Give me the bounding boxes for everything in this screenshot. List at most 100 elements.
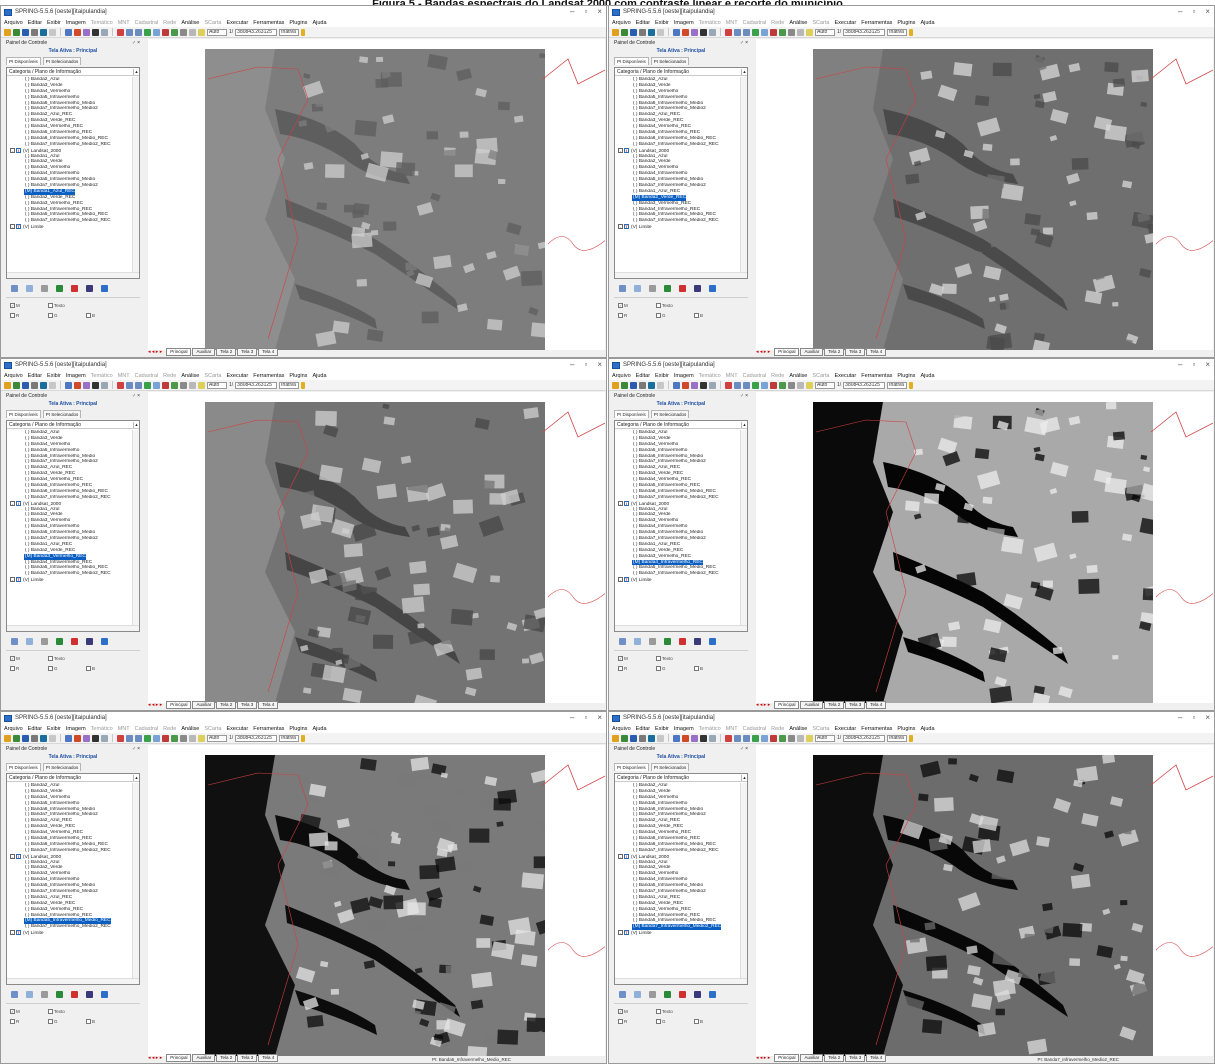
checkbox-m-box[interactable]: ✓ [10,1009,15,1014]
menu-item[interactable]: Análise [181,20,199,26]
checkbox-b[interactable]: B [694,666,703,671]
menu-item[interactable]: SCarta [812,726,829,732]
checkbox-texto[interactable]: Texto [48,303,65,308]
menu-item[interactable]: Executar [834,20,856,26]
panel-close-icon[interactable]: ♂ × [132,40,140,46]
tab-screen[interactable]: Principal [774,1054,799,1062]
checkbox-b-box[interactable] [86,313,91,318]
project-icon[interactable] [22,29,29,36]
collapse-icon[interactable]: - [618,224,623,229]
menu-item[interactable]: Cadastral [135,373,159,379]
chevron-up-icon[interactable]: ▲ [133,775,139,781]
checkbox-g-box[interactable] [656,1019,661,1024]
menu-item[interactable]: Exibir [47,373,61,379]
menu-item[interactable]: Arquivo [4,726,23,732]
close-icon[interactable]: × [597,360,602,369]
menu-item[interactable]: Plugins [897,373,915,379]
display-icon[interactable] [673,382,680,389]
measure-icon[interactable] [180,735,187,742]
link-icon[interactable] [806,29,813,36]
checkbox-g[interactable]: G [656,1019,666,1024]
minimize-icon[interactable]: – [570,713,574,722]
menu-item[interactable]: Plugins [897,20,915,26]
checkbox-texto[interactable]: Texto [656,1009,673,1014]
properties-icon[interactable] [649,991,656,998]
draw-icon[interactable] [40,382,47,389]
scale-input[interactable]: 380843.263125 [235,735,277,742]
category-limite[interactable]: - T (V) Limite [7,577,132,583]
search-icon[interactable] [634,285,641,292]
checkbox-r[interactable]: R [10,1019,19,1024]
collapse-icon[interactable]: - [618,577,623,582]
checkbox-m[interactable]: ✓ M [618,1009,628,1014]
measure-icon[interactable] [180,29,187,36]
close-icon[interactable]: × [597,7,602,16]
checkbox-b[interactable]: B [86,666,95,671]
tab-screen[interactable]: Tela 3 [845,348,865,356]
zoom-window-icon[interactable] [709,735,716,742]
move-icon[interactable] [761,382,768,389]
minimize-icon[interactable]: – [570,7,574,16]
menu-item[interactable]: Cadastral [743,373,767,379]
tab-screen[interactable]: Auxiliar [192,701,215,709]
edit-icon[interactable] [117,29,124,36]
zoom-window-icon[interactable] [709,382,716,389]
monitor-icon[interactable] [86,285,93,292]
map-canvas[interactable] [148,39,605,350]
chart-icon[interactable] [56,285,63,292]
maximize-icon[interactable]: ▫ [1192,7,1195,16]
tab-nav-arrows[interactable]: ◂ ◂ ▸ ▸ [148,1055,162,1061]
category-limite[interactable]: - T (V) Limite [615,577,740,583]
edit-icon[interactable] [725,735,732,742]
chevron-up-icon[interactable]: ▲ [133,422,139,428]
help-icon[interactable] [909,29,913,36]
window-icon[interactable] [657,382,664,389]
open-icon[interactable] [4,29,11,36]
menu-item[interactable]: Editar [636,20,650,26]
display-icon[interactable] [65,29,72,36]
menu-item[interactable]: Imagem [66,373,86,379]
menu-item[interactable]: Exibir [655,20,669,26]
move-icon[interactable] [153,735,160,742]
layer-icon[interactable] [779,382,786,389]
table-icon[interactable] [189,382,196,389]
checkbox-g-box[interactable] [48,1019,53,1024]
state-select[interactable]: Inativa [887,29,907,36]
tab-pi-disponiveis[interactable]: PI Disponíveis [614,410,649,418]
menu-item[interactable]: Executar [834,726,856,732]
tab-nav-arrows[interactable]: ◂ ◂ ▸ ▸ [756,349,770,355]
layer-icon[interactable] [779,29,786,36]
chart-icon[interactable] [664,638,671,645]
pan-icon[interactable] [83,29,90,36]
tab-screen[interactable]: Tela 4 [866,348,886,356]
checkbox-m-box[interactable]: ✓ [10,303,15,308]
vertical-scrollbar[interactable] [740,783,747,978]
help-icon[interactable] [909,735,913,742]
tab-pi-disponiveis[interactable]: PI Disponíveis [6,57,41,65]
menu-item[interactable]: Editar [28,373,42,379]
tab-pi-disponiveis[interactable]: PI Disponíveis [6,410,41,418]
menu-item[interactable]: SCarta [812,373,829,379]
menu-item[interactable]: Ferramentas [861,373,892,379]
grid-icon[interactable] [31,382,38,389]
checkbox-m-box[interactable]: ✓ [618,656,623,661]
zoom-out-icon[interactable] [135,29,142,36]
menu-item[interactable]: MNT [118,20,130,26]
horizontal-scrollbar[interactable] [7,978,139,984]
menu-item[interactable]: Ajuda [312,20,326,26]
table-icon[interactable] [797,29,804,36]
measure-icon[interactable] [788,735,795,742]
layer-icon[interactable] [171,29,178,36]
info-icon[interactable] [700,382,707,389]
scale-input[interactable]: 380843.263125 [235,29,277,36]
menu-item[interactable]: Ferramentas [861,20,892,26]
checkbox-texto-box[interactable] [656,656,661,661]
tab-screen[interactable]: Auxiliar [192,348,215,356]
checkbox-r[interactable]: R [10,666,19,671]
search-icon[interactable] [26,285,33,292]
tab-screen[interactable]: Tela 4 [866,1054,886,1062]
menu-item[interactable]: Temático [91,726,113,732]
menu-item[interactable]: Editar [28,20,42,26]
zoom-out-icon[interactable] [743,29,750,36]
menu-item[interactable]: Temático [91,373,113,379]
